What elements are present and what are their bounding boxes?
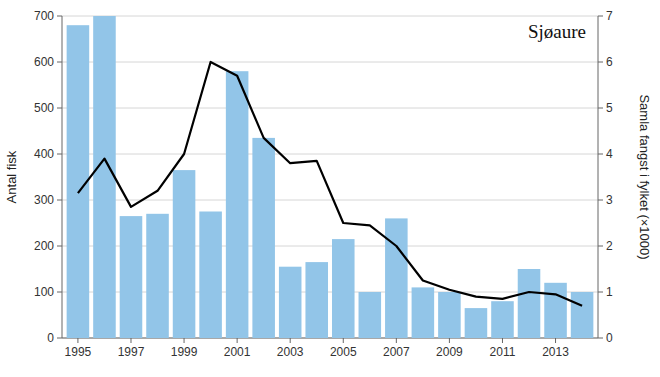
y2-tick xyxy=(598,108,603,109)
grid-line xyxy=(62,108,598,109)
x-tick xyxy=(130,338,131,343)
x-tick xyxy=(449,338,450,343)
grid-line xyxy=(62,154,598,155)
bar xyxy=(332,239,355,338)
grid xyxy=(62,16,598,338)
y-tick-label: 700 xyxy=(34,9,54,23)
x-tick-label: 2009 xyxy=(436,345,463,359)
grid-line xyxy=(62,338,598,339)
bar xyxy=(518,269,541,338)
grid-line xyxy=(62,246,598,247)
bar xyxy=(305,262,328,338)
bar xyxy=(359,292,382,338)
y-tick xyxy=(57,292,62,293)
bar xyxy=(438,292,461,338)
x-axis-line xyxy=(62,338,598,339)
y2-tick xyxy=(598,292,603,293)
chart: 0 100 200 300 400 500 600 700 0 1 2 3 4 5 6 7 1995 1997 19… xyxy=(0,0,660,377)
x-tick xyxy=(184,338,185,343)
x-tick xyxy=(343,338,344,343)
x-tick-label: 2001 xyxy=(224,345,251,359)
x-tick xyxy=(502,338,503,343)
y2-tick-label: 5 xyxy=(606,101,613,115)
bar xyxy=(226,71,249,338)
x-tick xyxy=(290,338,291,343)
x-tick-label: 2003 xyxy=(277,345,304,359)
y-tick xyxy=(57,62,62,63)
y2-tick xyxy=(598,200,603,201)
bar xyxy=(199,212,222,339)
y2-tick xyxy=(598,16,603,17)
y-tick-label: 400 xyxy=(34,147,54,161)
bar xyxy=(544,283,567,338)
x-tick-label: 2013 xyxy=(542,345,569,359)
bar xyxy=(571,292,594,338)
y2-tick xyxy=(598,62,603,63)
y2-tick xyxy=(598,246,603,247)
y2-tick-label: 0 xyxy=(606,331,613,345)
line xyxy=(78,62,582,306)
y-tick xyxy=(57,16,62,17)
bar xyxy=(146,214,169,338)
bar xyxy=(173,170,196,338)
x-tick-label: 2011 xyxy=(490,345,516,359)
bar xyxy=(465,308,488,338)
y-axis-label: Antal fisk xyxy=(4,150,19,203)
title: Sjøaure xyxy=(528,21,586,42)
bar xyxy=(279,267,302,338)
x-tick xyxy=(396,338,397,343)
bar xyxy=(491,301,514,338)
y2-tick xyxy=(598,154,603,155)
bar xyxy=(412,287,435,338)
y-tick xyxy=(57,246,62,247)
y2-tick-label: 6 xyxy=(606,55,613,69)
x-tick-label: 1995 xyxy=(65,345,92,359)
y-tick-label: 300 xyxy=(34,193,54,207)
bar xyxy=(385,218,408,338)
x-tick-label: 2005 xyxy=(330,345,357,359)
x-tick-label: 1997 xyxy=(118,345,145,359)
x-tick xyxy=(555,338,556,343)
bar xyxy=(120,216,143,338)
y-tick-label: 600 xyxy=(34,55,54,69)
y2-tick-label: 1 xyxy=(606,285,613,299)
plot-data xyxy=(67,16,594,338)
y2-tick-label: 7 xyxy=(606,9,613,23)
axes: 0 100 200 300 400 500 600 700 0 1 2 3 4 5 6 7 1995 1997 19… xyxy=(34,9,613,359)
y-tick xyxy=(57,338,62,339)
y2-tick xyxy=(598,338,603,339)
y2-axis-line xyxy=(598,16,599,338)
y-tick-label: 200 xyxy=(34,239,54,253)
x-tick-label: 1999 xyxy=(171,345,198,359)
x-tick-label: 2007 xyxy=(383,345,410,359)
grid-line xyxy=(62,292,598,293)
x-tick xyxy=(237,338,238,343)
y-axis-line xyxy=(62,16,63,338)
y-tick xyxy=(57,154,62,155)
y-tick-label: 500 xyxy=(34,101,54,115)
x-tick xyxy=(77,338,78,343)
bar xyxy=(93,16,116,338)
y2-tick-label: 4 xyxy=(606,147,613,161)
y-tick xyxy=(57,108,62,109)
y-tick xyxy=(57,200,62,201)
y2-tick-label: 2 xyxy=(606,239,613,253)
y2-axis-label: Samla fangst i fylket (×1000) xyxy=(637,94,652,259)
y-tick-label: 100 xyxy=(34,285,54,299)
y2-tick-label: 3 xyxy=(606,193,613,207)
grid-line xyxy=(62,62,598,63)
grid-line xyxy=(62,16,598,17)
y-tick-label: 0 xyxy=(47,331,54,345)
bar xyxy=(252,138,275,338)
